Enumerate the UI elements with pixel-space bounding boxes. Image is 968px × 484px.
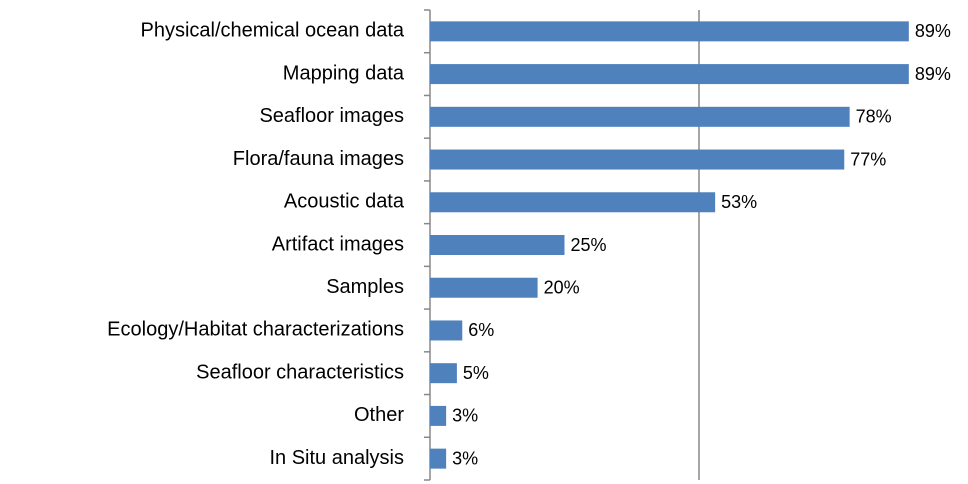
bar bbox=[430, 277, 538, 298]
y-tick-label: Samples bbox=[326, 276, 404, 298]
y-tick-label: Artifact images bbox=[272, 233, 404, 255]
bar bbox=[430, 106, 850, 127]
y-tick-label: Seafloor characteristics bbox=[196, 361, 404, 383]
data-label: 3% bbox=[452, 406, 478, 426]
y-tick-label: Seafloor images bbox=[259, 105, 404, 127]
data-label: 6% bbox=[468, 320, 494, 340]
bar bbox=[430, 64, 909, 85]
bar bbox=[430, 235, 565, 255]
bar bbox=[430, 448, 447, 469]
data-label: 89% bbox=[915, 21, 951, 41]
bar bbox=[430, 149, 845, 170]
data-label: 20% bbox=[544, 277, 580, 297]
bar bbox=[430, 192, 716, 213]
bar bbox=[430, 363, 457, 384]
y-tick-label: Mapping data bbox=[283, 62, 405, 84]
y-tick-label: Flora/fauna images bbox=[233, 148, 404, 170]
data-label: 78% bbox=[856, 107, 892, 127]
data-label: 53% bbox=[721, 192, 757, 212]
y-tick-label: Physical/chemical ocean data bbox=[141, 20, 405, 42]
y-tick-label: Ecology/Habitat characterizations bbox=[107, 319, 404, 341]
data-label: 25% bbox=[571, 235, 607, 255]
bar bbox=[430, 320, 463, 341]
bar bbox=[430, 21, 909, 42]
y-tick-label: Acoustic data bbox=[284, 191, 405, 213]
data-label: 3% bbox=[452, 448, 478, 468]
y-tick-label: In Situ analysis bbox=[269, 447, 404, 469]
y-tick-label: Other bbox=[354, 404, 404, 426]
data-label: 77% bbox=[850, 149, 886, 169]
data-label: 5% bbox=[463, 363, 489, 383]
bar bbox=[430, 405, 447, 426]
data-label: 89% bbox=[915, 64, 951, 84]
